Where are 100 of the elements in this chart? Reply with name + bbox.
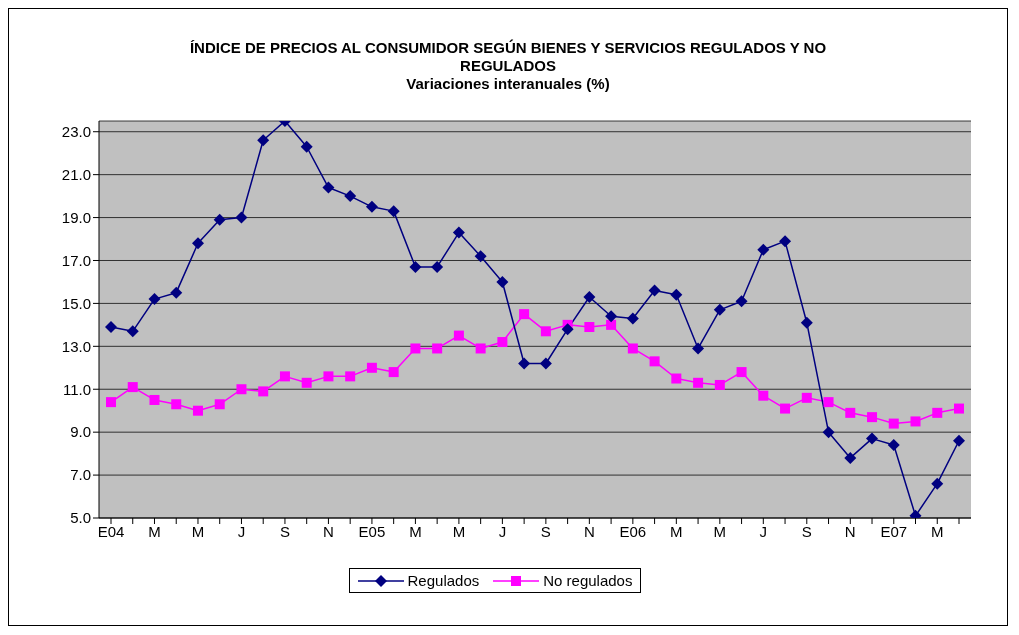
- x-tick-label: N: [583, 522, 595, 540]
- point: [235, 211, 248, 224]
- point: [584, 322, 595, 333]
- point: [475, 343, 486, 354]
- point: [670, 288, 683, 301]
- point: [887, 439, 900, 452]
- point: [410, 343, 421, 354]
- x-tick-label: N: [844, 522, 856, 540]
- point: [345, 371, 356, 382]
- point: [257, 134, 270, 147]
- point: [692, 342, 705, 355]
- point: [300, 140, 313, 153]
- point: [323, 371, 334, 382]
- x-tick-label: M: [713, 522, 727, 540]
- point: [780, 403, 791, 414]
- point: [801, 392, 812, 403]
- point: [758, 390, 769, 401]
- point: [845, 407, 856, 418]
- point: [387, 205, 400, 218]
- point: [474, 250, 487, 263]
- y-tick-label: 19.0: [61, 208, 91, 226]
- x-tick-label: J: [237, 522, 246, 540]
- point: [693, 377, 704, 388]
- point: [735, 295, 748, 308]
- x-tick-label: S: [279, 522, 290, 540]
- point: [149, 394, 160, 405]
- point: [192, 405, 203, 416]
- point: [519, 309, 530, 320]
- point: [713, 303, 726, 316]
- point: [822, 426, 835, 439]
- point: [105, 321, 117, 334]
- point: [953, 434, 965, 447]
- point: [561, 323, 574, 336]
- point: [126, 325, 139, 338]
- point: [496, 275, 509, 288]
- x-tick-label: N: [323, 522, 334, 540]
- point: [605, 310, 618, 323]
- x-tick-label: E05: [358, 522, 386, 540]
- point: [452, 226, 465, 239]
- point: [497, 337, 508, 348]
- point: [800, 316, 813, 329]
- legend-label: No regulados: [543, 572, 633, 589]
- point: [344, 190, 357, 203]
- point: [539, 357, 552, 370]
- y-tick-label: 9.0: [70, 423, 91, 441]
- point: [606, 319, 617, 330]
- x-tick-label: M: [191, 522, 205, 540]
- point: [823, 397, 834, 408]
- point: [540, 326, 551, 337]
- y-tick-label: 15.0: [61, 294, 91, 312]
- point: [626, 312, 639, 325]
- chart-title: ÍNDICE DE PRECIOS AL CONSUMIDOR SEGÚN BIENES Y SERVICIOS REGULADOS Y NO REGULADOS: [188, 39, 828, 75]
- point: [322, 181, 335, 194]
- point: [757, 243, 770, 256]
- point: [409, 260, 422, 273]
- point: [671, 373, 682, 384]
- point: [258, 386, 269, 397]
- x-tick-label: S: [801, 522, 812, 540]
- y-tick-label: 13.0: [61, 337, 91, 355]
- point: [518, 357, 531, 370]
- y-tick-label: 21.0: [61, 165, 91, 183]
- point: [170, 286, 183, 299]
- point: [453, 330, 464, 341]
- legend-label: Regulados: [407, 572, 480, 589]
- chart-subtitle: Variaciones interanuales (%): [405, 75, 611, 93]
- point: [301, 377, 312, 388]
- x-tick-label: J: [498, 522, 507, 540]
- point: [714, 379, 725, 390]
- x-tick-label: M: [452, 522, 466, 540]
- x-tick-label: J: [759, 522, 768, 540]
- point: [932, 407, 943, 418]
- point: [648, 284, 661, 297]
- x-tick-label: M: [931, 522, 944, 540]
- point: [954, 403, 964, 414]
- point: [365, 200, 378, 213]
- point: [106, 397, 116, 408]
- point: [213, 213, 226, 226]
- point: [867, 412, 878, 423]
- x-tick-label: E04: [97, 522, 125, 540]
- x-tick-label: S: [540, 522, 551, 540]
- point: [148, 293, 161, 306]
- point: [779, 235, 792, 248]
- x-tick-label: M: [409, 522, 422, 540]
- point: [171, 399, 182, 410]
- y-tick-label: 11.0: [62, 380, 91, 398]
- x-tick-label: E07: [880, 522, 908, 540]
- y-tick-label: 5.0: [70, 509, 91, 527]
- point: [236, 384, 247, 395]
- point: [583, 290, 596, 303]
- point: [366, 362, 377, 373]
- point: [388, 367, 399, 378]
- x-tick-label: M: [670, 522, 683, 540]
- point: [191, 237, 204, 250]
- point: [279, 371, 290, 382]
- y-tick-label: 17.0: [61, 251, 91, 269]
- point: [888, 418, 899, 429]
- point: [649, 356, 660, 367]
- point: [432, 343, 443, 354]
- point: [910, 416, 921, 427]
- y-tick-label: 23.0: [61, 123, 91, 141]
